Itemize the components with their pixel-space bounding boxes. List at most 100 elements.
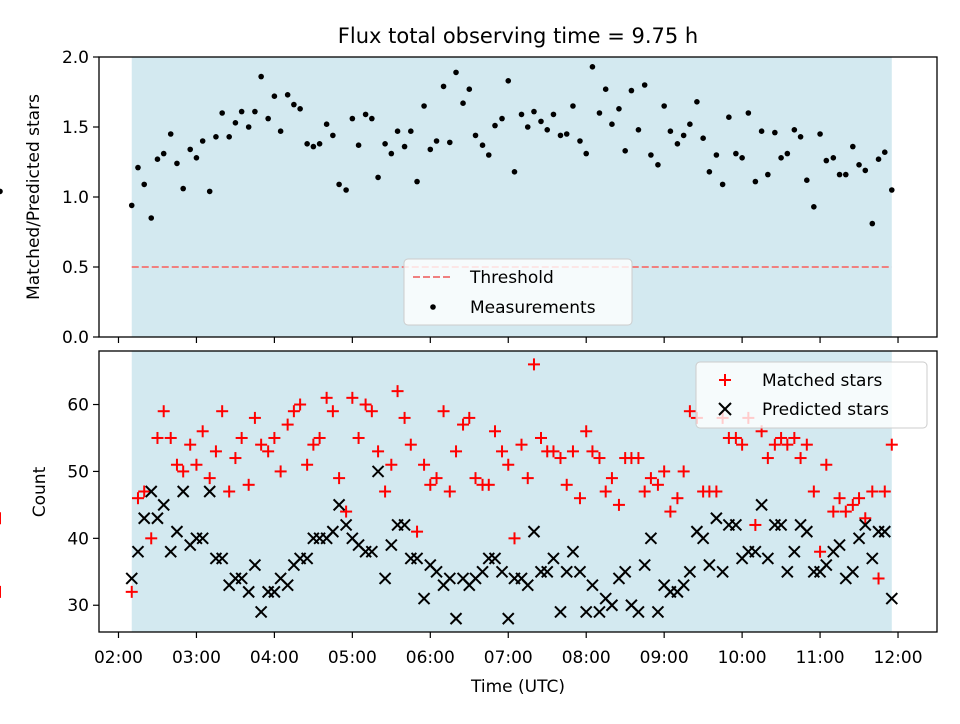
predicted-star-point bbox=[703, 558, 716, 572]
legend-predicted-label: Predicted stars bbox=[762, 400, 889, 420]
matched-star-point bbox=[365, 405, 378, 418]
measurement-point bbox=[745, 110, 752, 116]
measurement-point bbox=[323, 121, 330, 127]
matched-star-point bbox=[710, 485, 723, 498]
measurement-point bbox=[408, 128, 414, 134]
measurement-point bbox=[499, 115, 505, 122]
measurement-point bbox=[388, 150, 395, 157]
predicted-star-point bbox=[476, 565, 489, 578]
y-tick-label: 30 bbox=[67, 596, 89, 616]
matched-star-point bbox=[534, 431, 547, 444]
matched-star-point bbox=[145, 532, 158, 545]
matched-star-point bbox=[658, 465, 671, 478]
matched-star-point bbox=[223, 485, 236, 498]
predicted-star-point bbox=[774, 518, 788, 532]
matched-star-point bbox=[151, 431, 164, 444]
predicted-star-point bbox=[852, 532, 866, 545]
measurement-point bbox=[752, 178, 759, 185]
x-tick-label: 08:00 bbox=[562, 648, 611, 668]
predicted-star-point bbox=[781, 565, 794, 578]
measurement-point bbox=[823, 157, 830, 164]
measurement-point bbox=[622, 148, 628, 154]
measurement-point bbox=[141, 181, 148, 188]
predicted-star-point bbox=[846, 565, 860, 578]
measurement-point bbox=[174, 160, 180, 167]
matched-star-point bbox=[496, 445, 509, 458]
measurement-point bbox=[641, 82, 648, 88]
matched-star-point bbox=[612, 498, 625, 511]
measurement-point bbox=[544, 127, 551, 133]
predicted-star-point bbox=[398, 518, 411, 532]
matched-star-point bbox=[515, 438, 528, 451]
matched-star-point bbox=[872, 572, 885, 585]
matched-star-point bbox=[683, 405, 696, 418]
bottom-axes-frame bbox=[98, 350, 938, 633]
matched-star-point bbox=[424, 478, 437, 491]
predicted-star-point bbox=[145, 485, 158, 498]
measurement-point bbox=[836, 171, 843, 178]
predicted-star-point bbox=[833, 538, 846, 552]
matched-star-point bbox=[560, 478, 573, 491]
y-tick-label: 40 bbox=[67, 529, 89, 549]
measurement-point bbox=[446, 139, 453, 146]
measurement-point bbox=[797, 134, 804, 140]
matched-star-point bbox=[287, 405, 300, 418]
matched-star-point bbox=[385, 458, 398, 471]
matched-star-point bbox=[781, 438, 794, 451]
matched-star-point bbox=[333, 472, 346, 485]
matched-star-point bbox=[820, 458, 833, 471]
matched-star-point bbox=[391, 385, 404, 398]
matched-star-point bbox=[443, 485, 456, 498]
matched-star-point bbox=[196, 425, 209, 438]
matched-star-point bbox=[190, 458, 203, 471]
matched-star-point bbox=[508, 532, 521, 545]
matched-star-point bbox=[398, 411, 411, 424]
top-legend: Threshold Measurements bbox=[403, 258, 633, 326]
matched-star-point bbox=[664, 505, 677, 518]
matched-star-point bbox=[866, 485, 879, 498]
x-tick-label: 07:00 bbox=[484, 648, 533, 668]
measurement-point bbox=[394, 128, 401, 134]
matched-star-point bbox=[580, 425, 593, 438]
predicted-star-point bbox=[339, 518, 353, 532]
predicted-star-point bbox=[605, 599, 619, 612]
matched-star-point bbox=[418, 458, 431, 471]
matched-star-point bbox=[814, 545, 827, 558]
measurement-point bbox=[550, 111, 557, 118]
matched-star-point bbox=[859, 512, 872, 525]
predicted-star-point bbox=[170, 525, 184, 538]
measurement-point bbox=[330, 132, 336, 139]
legend-measurements-swatch bbox=[430, 304, 436, 310]
predicted-star-point bbox=[326, 525, 340, 538]
matched-star-point bbox=[605, 472, 618, 485]
matched-star-point bbox=[177, 465, 190, 478]
bottom-legend: Matched stars Predicted stars bbox=[695, 361, 928, 429]
measurement-point bbox=[401, 143, 408, 150]
measurement-point bbox=[616, 106, 622, 112]
measurement-point bbox=[369, 115, 375, 122]
measurement-point bbox=[297, 106, 303, 112]
measurement-point bbox=[563, 131, 570, 137]
measurement-point bbox=[349, 115, 356, 122]
predicted-star-point bbox=[683, 565, 697, 578]
matched-star-point bbox=[372, 445, 385, 458]
measurement-point bbox=[414, 178, 420, 185]
measurement-point bbox=[382, 141, 388, 147]
matched-star-point bbox=[235, 431, 248, 444]
measurement-point bbox=[674, 141, 681, 147]
measurement-point bbox=[719, 181, 726, 188]
predicted-star-point bbox=[254, 605, 268, 619]
predicted-star-point bbox=[378, 572, 392, 585]
predicted-star-point bbox=[866, 552, 879, 565]
matched-star-point bbox=[632, 452, 645, 465]
y-tick-label: 0.0 bbox=[62, 328, 89, 348]
matched-star-point bbox=[307, 438, 320, 451]
measurement-point bbox=[661, 103, 667, 109]
measurement-point bbox=[713, 152, 720, 158]
predicted-star-point bbox=[203, 485, 216, 498]
x-axis-label: Time (UTC) bbox=[470, 677, 565, 697]
measurement-point bbox=[680, 132, 687, 139]
matched-star-point bbox=[794, 452, 807, 465]
matched-star-point bbox=[527, 358, 540, 371]
x-tick-label: 12:00 bbox=[874, 648, 923, 668]
